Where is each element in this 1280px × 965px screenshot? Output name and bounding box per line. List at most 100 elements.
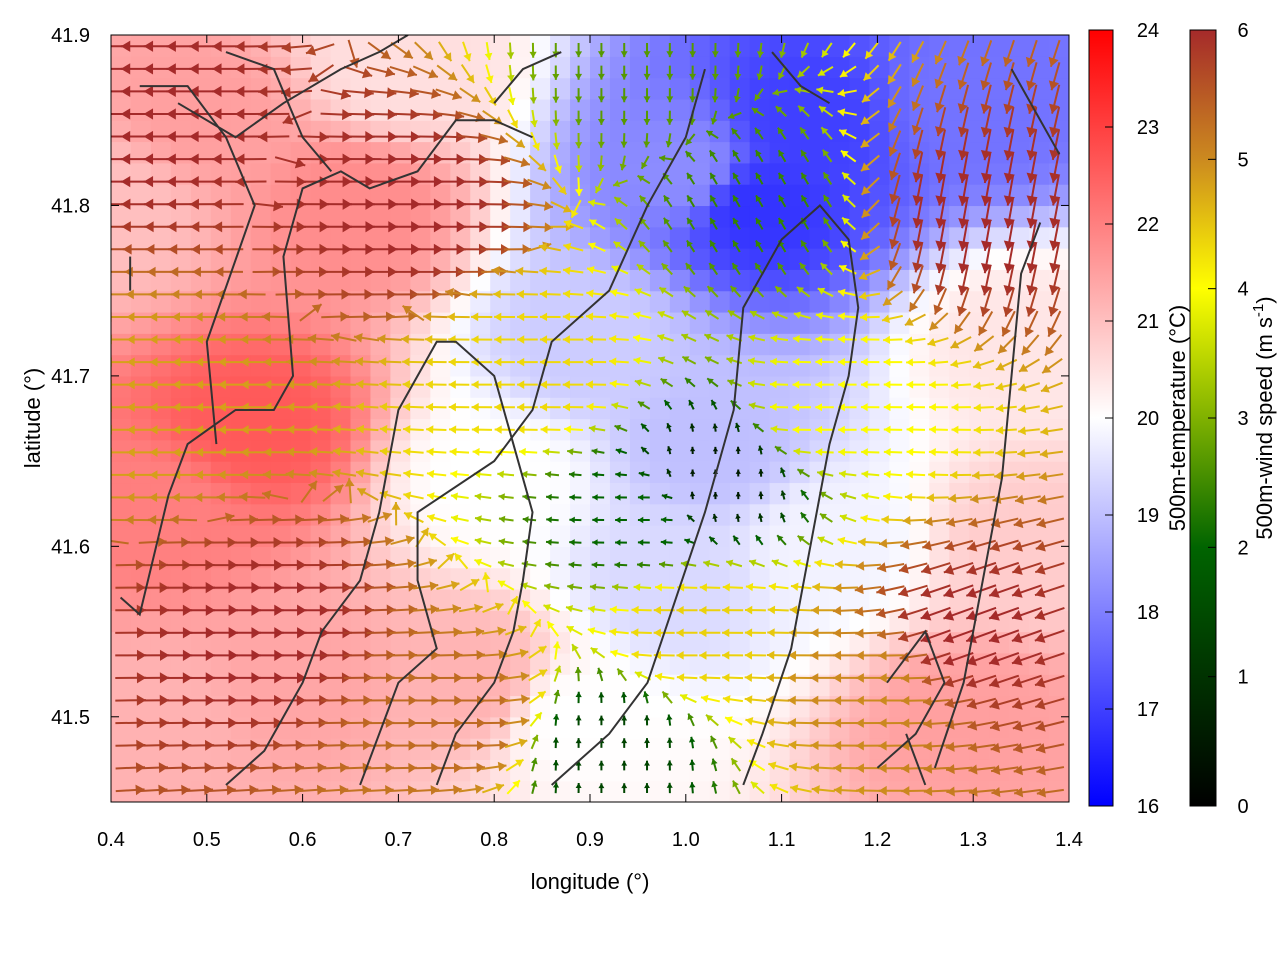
temperature-cell: [1049, 653, 1070, 675]
temperature-cell: [390, 78, 411, 100]
temperature-cell: [969, 78, 990, 100]
temperature-cell: [331, 610, 352, 632]
temperature-cell: [111, 482, 132, 504]
temperature-cell: [191, 504, 212, 526]
temperature-cell: [590, 781, 611, 803]
temperature-cell: [151, 56, 172, 78]
temperature-cell: [171, 759, 192, 781]
temperature-cell: [1049, 717, 1070, 739]
temperature-cell: [231, 610, 252, 632]
temperature-cell: [770, 546, 791, 568]
temperature-cell: [670, 440, 691, 462]
temperature-cell: [690, 312, 711, 334]
temperature-cell: [730, 589, 751, 611]
temperature-cell: [111, 504, 132, 526]
temperature-cell: [670, 781, 691, 803]
temperature-cell: [710, 35, 731, 57]
temperature-cell: [630, 504, 651, 526]
temperature-cell: [450, 504, 471, 526]
temperature-cell: [550, 461, 571, 483]
temperature-field: [111, 35, 1070, 803]
plot-area: [98, 35, 1070, 803]
temperature-cell: [570, 99, 591, 121]
temperature-cell: [630, 610, 651, 632]
temperature-cell: [790, 482, 811, 504]
temperature-cell: [131, 227, 152, 249]
temperature-cell: [889, 333, 910, 355]
temperature-cell: [211, 333, 232, 355]
x-tick-label: 1.4: [1055, 829, 1083, 851]
temperature-cell: [111, 333, 132, 355]
temperature-cell: [610, 56, 631, 78]
temperature-cell: [530, 738, 551, 760]
temperature-cell: [111, 568, 132, 590]
temperature-cell: [790, 610, 811, 632]
temperature-cell: [590, 482, 611, 504]
temperature-cell: [171, 504, 192, 526]
temperature-cell: [251, 142, 272, 164]
temperature-cell: [710, 184, 731, 206]
temperature-cell: [410, 738, 431, 760]
temperature-cell: [1049, 610, 1070, 632]
temperature-cell: [849, 568, 870, 590]
temperature-cell: [1049, 759, 1070, 781]
temperature-cell: [410, 461, 431, 483]
temperature-cell: [271, 632, 292, 654]
temperature-cell: [670, 461, 691, 483]
temperature-cell: [1049, 695, 1070, 717]
temperature-cell: [1049, 482, 1070, 504]
temperature-cell: [590, 504, 611, 526]
temperature-cell: [730, 78, 751, 100]
temperature-cell: [111, 355, 132, 377]
temperature-cell: [410, 717, 431, 739]
temperature-cell: [570, 120, 591, 142]
temperature-cell: [570, 248, 591, 270]
temperature-cell: [610, 759, 631, 781]
temperature-cell: [710, 461, 731, 483]
temperature-cell: [610, 376, 631, 398]
temperature-cell: [510, 333, 531, 355]
temperature-cell: [630, 589, 651, 611]
temperature-cell: [869, 482, 890, 504]
temperature-cell: [231, 504, 252, 526]
temperature-cell: [550, 632, 571, 654]
temperature-cell: [470, 738, 491, 760]
temperature-cell: [211, 482, 232, 504]
temperature-cell: [550, 717, 571, 739]
temperature-cell: [650, 397, 671, 419]
temperature-cell: [790, 759, 811, 781]
temperature-cell: [390, 759, 411, 781]
temperature-cell: [810, 163, 831, 185]
temperature-cell: [889, 376, 910, 398]
temperature-cell: [271, 355, 292, 377]
temperature-cell: [430, 333, 451, 355]
temperature-cell: [291, 333, 312, 355]
temperature-cell: [730, 312, 751, 334]
temperature-cell: [989, 461, 1010, 483]
temperature-cell: [390, 632, 411, 654]
temperature-cell: [370, 205, 391, 227]
temperature-cell: [590, 312, 611, 334]
temperature-cell: [670, 759, 691, 781]
temperature-cell: [370, 248, 391, 270]
temperature-cell: [830, 78, 851, 100]
temperature-cell: [790, 120, 811, 142]
temperature-cell: [690, 589, 711, 611]
temperature-cell: [570, 78, 591, 100]
temperature-cell: [710, 291, 731, 313]
temperature-cell: [111, 632, 132, 654]
temperature-cell: [410, 504, 431, 526]
temperature-cell: [390, 205, 411, 227]
temperature-cell: [750, 78, 771, 100]
temperature-cell: [450, 695, 471, 717]
wind-speed-label-main: 500m-wind speed (m s: [1252, 317, 1277, 540]
wind-speed-colorbar-tick-label: 4: [1237, 279, 1248, 301]
temperature-cell: [869, 759, 890, 781]
temperature-cell: [211, 695, 232, 717]
temperature-cell: [311, 312, 332, 334]
temperature-cell: [171, 610, 192, 632]
temperature-cell: [430, 376, 451, 398]
temperature-cell: [570, 504, 591, 526]
temperature-cell: [331, 35, 352, 57]
temperature-cell: [869, 695, 890, 717]
